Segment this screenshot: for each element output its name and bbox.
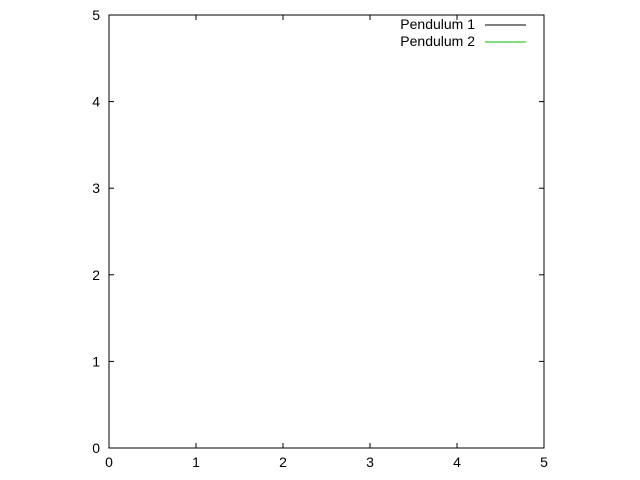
x-tick-label-0: 0: [105, 454, 113, 470]
x-tick-label-3: 3: [366, 454, 374, 470]
y-axis-tick-labels: 0 1 2 3 4 5: [92, 7, 100, 456]
x-tick-label-5: 5: [540, 454, 548, 470]
y-tick-label-3: 3: [92, 180, 100, 196]
x-tick-label-4: 4: [453, 454, 461, 470]
legend: Pendulum 1 Pendulum 2: [400, 16, 526, 49]
y-tick-label-2: 2: [92, 267, 100, 283]
y-tick-label-4: 4: [92, 94, 100, 110]
legend-label-pendulum-1: Pendulum 1: [400, 16, 475, 32]
y-tick-label-0: 0: [92, 440, 100, 456]
y-tick-label-1: 1: [92, 353, 100, 369]
axis-ticks: [109, 15, 544, 448]
plot-frame: [109, 15, 544, 448]
x-axis-tick-labels: 0 1 2 3 4 5: [105, 454, 548, 470]
x-tick-label-2: 2: [279, 454, 287, 470]
y-tick-label-5: 5: [92, 7, 100, 23]
x-tick-label-1: 1: [192, 454, 200, 470]
legend-label-pendulum-2: Pendulum 2: [400, 33, 475, 49]
